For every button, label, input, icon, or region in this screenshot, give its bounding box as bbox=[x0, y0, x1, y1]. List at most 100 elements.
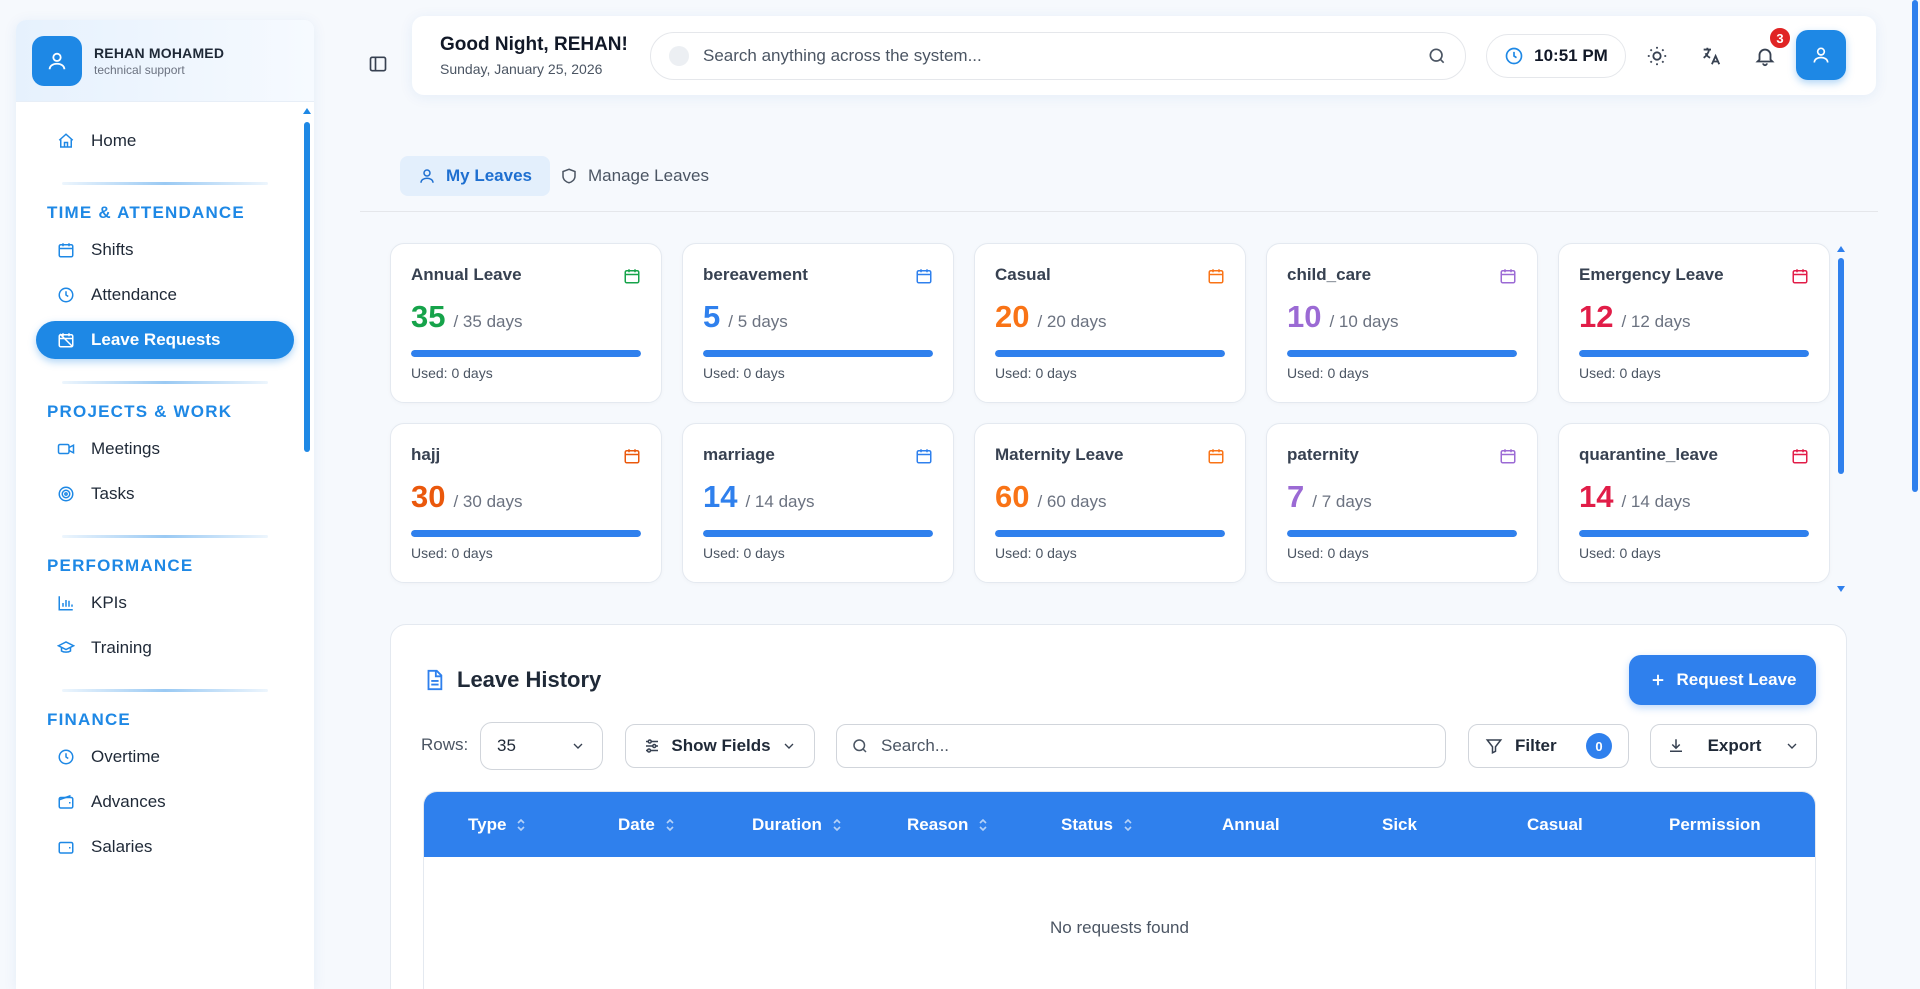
sidebar-item-label: Shifts bbox=[91, 240, 134, 259]
sidebar-toggle-icon[interactable] bbox=[368, 54, 388, 74]
leave-balance: 5 / 5 days bbox=[703, 299, 788, 335]
calendar-icon bbox=[1207, 267, 1225, 285]
sort-icon[interactable] bbox=[1123, 817, 1133, 833]
sidebar-item-label: Tasks bbox=[91, 484, 135, 503]
global-search-input[interactable] bbox=[703, 46, 1427, 66]
profile-role: technical support bbox=[94, 62, 185, 77]
scrollbar-thumb[interactable] bbox=[1838, 258, 1844, 474]
sort-icon[interactable] bbox=[516, 817, 526, 833]
section-finance: FINANCE bbox=[47, 710, 131, 729]
leave-history-table: Type Date Duration Reason Status Annual Sick Ca… bbox=[423, 791, 1816, 989]
user-menu-button[interactable] bbox=[1796, 30, 1846, 80]
column-header[interactable]: Date bbox=[618, 792, 675, 857]
leave-total: / 7 days bbox=[1312, 492, 1372, 511]
leave-used: Used: 0 days bbox=[1287, 365, 1369, 381]
column-header-label: Type bbox=[468, 814, 507, 834]
request-leave-label: Request Leave bbox=[1676, 670, 1797, 689]
leave-total: / 10 days bbox=[1329, 312, 1399, 331]
leave-total: / 14 days bbox=[1621, 492, 1691, 511]
leave-balance: 14 / 14 days bbox=[703, 479, 814, 515]
column-header[interactable]: Duration bbox=[752, 792, 842, 857]
column-header[interactable]: Reason bbox=[907, 792, 988, 857]
sidebar-item-overtime[interactable]: Overtime bbox=[36, 738, 294, 776]
global-search[interactable] bbox=[650, 32, 1466, 80]
leave-card[interactable]: Annual Leave 35 / 35 days Used: 0 days bbox=[390, 243, 662, 403]
sidebar-scrollbar[interactable] bbox=[303, 108, 311, 989]
table-search-input[interactable] bbox=[881, 736, 1431, 756]
leave-card[interactable]: Casual 20 / 20 days Used: 0 days bbox=[974, 243, 1246, 403]
sort-icon[interactable] bbox=[978, 817, 988, 833]
calendar-icon bbox=[623, 267, 641, 285]
column-header[interactable]: Status bbox=[1061, 792, 1133, 857]
user-profile[interactable]: REHAN MOHAMED technical support bbox=[16, 20, 314, 102]
leave-used: Used: 0 days bbox=[411, 545, 493, 561]
sort-icon[interactable] bbox=[832, 817, 842, 833]
leave-progress-fill bbox=[995, 350, 1225, 357]
request-leave-button[interactable]: Request Leave bbox=[1629, 655, 1816, 705]
sidebar-item-label: Overtime bbox=[91, 747, 160, 766]
leave-card[interactable]: paternity 7 / 7 days Used: 0 days bbox=[1266, 423, 1538, 583]
leave-remaining: 30 bbox=[411, 479, 446, 514]
leave-remaining: 14 bbox=[703, 479, 738, 514]
filter-button[interactable]: Filter 0 bbox=[1468, 724, 1629, 768]
sun-icon[interactable] bbox=[1646, 45, 1668, 67]
sidebar-item-tasks[interactable]: Tasks bbox=[36, 475, 294, 513]
scroll-up-arrow[interactable] bbox=[303, 108, 311, 114]
history-title-text: Leave History bbox=[457, 667, 602, 692]
bell-icon[interactable] bbox=[1754, 45, 1776, 67]
page-scrollbar[interactable] bbox=[1912, 0, 1918, 989]
sort-icon[interactable] bbox=[665, 817, 675, 833]
user-icon bbox=[418, 167, 436, 185]
leave-card[interactable]: child_care 10 / 10 days Used: 0 days bbox=[1266, 243, 1538, 403]
leave-used: Used: 0 days bbox=[1287, 545, 1369, 561]
clock-icon bbox=[56, 285, 76, 305]
leave-card[interactable]: hajj 30 / 30 days Used: 0 days bbox=[390, 423, 662, 583]
scroll-down-arrow[interactable] bbox=[1837, 586, 1845, 592]
column-header: Sick bbox=[1382, 792, 1417, 857]
leave-balance: 10 / 10 days bbox=[1287, 299, 1398, 335]
column-header[interactable]: Type bbox=[468, 792, 526, 857]
search-icon[interactable] bbox=[1427, 46, 1447, 66]
sidebar-item-salaries[interactable]: Salaries bbox=[36, 828, 294, 866]
leave-progress-fill bbox=[1579, 350, 1809, 357]
leave-card[interactable]: Emergency Leave 12 / 12 days Used: 0 days bbox=[1558, 243, 1830, 403]
translate-icon[interactable] bbox=[1700, 45, 1722, 67]
nav-divider bbox=[62, 381, 268, 384]
sidebar-item-training[interactable]: Training bbox=[36, 629, 294, 667]
leave-card[interactable]: marriage 14 / 14 days Used: 0 days bbox=[682, 423, 954, 583]
show-fields-button[interactable]: Show Fields bbox=[625, 724, 815, 768]
leave-card[interactable]: Maternity Leave 60 / 60 days Used: 0 days bbox=[974, 423, 1246, 583]
export-label: Export bbox=[1707, 736, 1762, 755]
calendar-icon bbox=[915, 267, 933, 285]
nav-divider bbox=[62, 182, 268, 185]
plus-icon bbox=[1649, 671, 1667, 689]
sidebar-item-advances[interactable]: Advances bbox=[36, 783, 294, 821]
scrollbar-thumb[interactable] bbox=[304, 122, 310, 452]
sidebar-item-kpis[interactable]: KPIs bbox=[36, 584, 294, 622]
sidebar-item-meetings[interactable]: Meetings bbox=[36, 430, 294, 468]
leave-total: / 35 days bbox=[453, 312, 523, 331]
wallet-icon bbox=[56, 837, 76, 857]
column-header-label: Permission bbox=[1669, 814, 1761, 834]
greeting-title: Good Night, REHAN! bbox=[440, 34, 628, 55]
sidebar-item-home[interactable]: Home bbox=[36, 122, 294, 160]
cards-scrollbar[interactable] bbox=[1837, 246, 1845, 592]
sidebar-item-shifts[interactable]: Shifts bbox=[36, 231, 294, 269]
scroll-up-arrow[interactable] bbox=[1837, 246, 1845, 252]
tab-my-leaves[interactable]: My Leaves bbox=[400, 156, 550, 196]
leave-type-name: marriage bbox=[703, 445, 775, 464]
leave-type-name: quarantine_leave bbox=[1579, 445, 1718, 464]
graduation-cap-icon bbox=[56, 638, 76, 658]
export-button[interactable]: Export bbox=[1650, 724, 1817, 768]
table-search[interactable] bbox=[836, 724, 1446, 768]
leave-remaining: 7 bbox=[1287, 479, 1305, 514]
scrollbar-thumb[interactable] bbox=[1912, 0, 1918, 492]
rows-per-page-select[interactable]: 35 bbox=[480, 722, 603, 770]
leave-remaining: 5 bbox=[703, 299, 721, 334]
tab-manage-leaves[interactable]: Manage Leaves bbox=[542, 156, 727, 196]
leave-card[interactable]: bereavement 5 / 5 days Used: 0 days bbox=[682, 243, 954, 403]
sidebar-item-leave-requests[interactable]: Leave Requests bbox=[36, 321, 294, 359]
leave-card[interactable]: quarantine_leave 14 / 14 days Used: 0 days bbox=[1558, 423, 1830, 583]
leave-remaining: 12 bbox=[1579, 299, 1614, 334]
sidebar-item-attendance[interactable]: Attendance bbox=[36, 276, 294, 314]
